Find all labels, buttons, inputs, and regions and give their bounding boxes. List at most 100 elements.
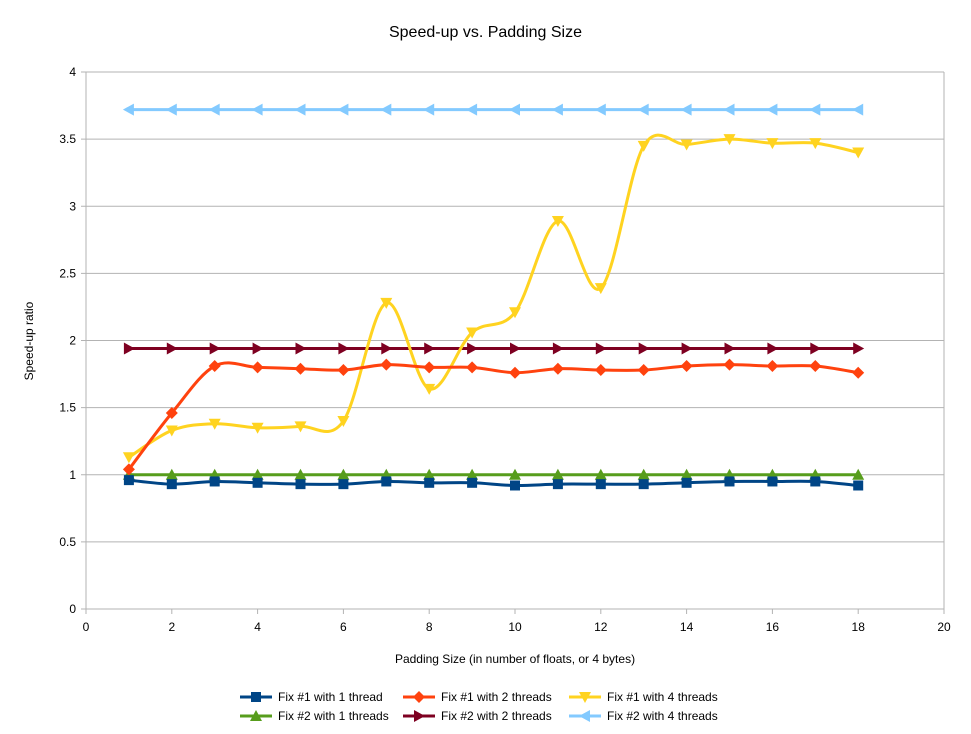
data-point [681, 477, 692, 488]
data-point [166, 479, 177, 490]
data-point [723, 103, 735, 116]
x-tick-label: 20 [937, 620, 951, 634]
data-point [423, 383, 436, 395]
data-point [338, 342, 350, 355]
data-point [381, 342, 393, 355]
data-point [595, 479, 606, 490]
series-line [128, 133, 859, 459]
series-line [128, 478, 859, 488]
legend-label: Fix #1 with 2 threads [441, 690, 552, 704]
legend-label: Fix #2 with 1 threads [278, 709, 389, 723]
x-tick-label: 18 [852, 620, 866, 634]
data-point [209, 342, 221, 355]
chart-title: Speed-up vs. Padding Size [388, 24, 582, 41]
data-point [595, 342, 607, 355]
data-point [809, 360, 822, 373]
data-point [510, 342, 521, 355]
data-point [551, 362, 564, 375]
data-point [165, 425, 178, 437]
data-point [681, 342, 693, 355]
legend-label: Fix #1 with 1 thread [278, 690, 383, 704]
legend-item: Fix #2 with 1 threads [240, 707, 389, 725]
series-3 [122, 133, 865, 464]
data-point [552, 479, 563, 490]
data-point [767, 342, 779, 355]
data-point [166, 342, 178, 355]
data-point [123, 342, 135, 355]
data-point [509, 103, 520, 116]
data-point [251, 103, 263, 116]
data-point [295, 342, 307, 355]
data-point [165, 406, 178, 419]
data-point [852, 366, 865, 379]
legend-marker [579, 692, 591, 703]
data-point [208, 103, 220, 116]
data-point [680, 103, 692, 116]
data-point [380, 297, 393, 309]
data-point [637, 140, 650, 152]
data-point [294, 421, 307, 433]
data-point [637, 468, 650, 480]
series-line [127, 361, 859, 471]
data-point [551, 103, 563, 116]
x-axis-label: Padding Size (in number of floats, or 4 … [394, 652, 636, 666]
legend-swatch [403, 710, 435, 722]
legend-label: Fix #1 with 4 threads [607, 690, 718, 704]
series-4 [122, 468, 865, 480]
legend-swatch [240, 710, 272, 721]
legend-swatch [403, 691, 435, 703]
data-point [165, 103, 177, 116]
data-point [638, 479, 649, 490]
data-point [424, 342, 436, 355]
data-point [295, 479, 306, 490]
data-point [723, 358, 736, 371]
data-point [766, 103, 778, 116]
legend-marker [251, 692, 261, 702]
data-point [252, 477, 263, 488]
data-point [809, 138, 822, 150]
data-point [466, 327, 479, 339]
legend-item: Fix #1 with 2 threads [403, 688, 552, 706]
y-tick-label: 0 [69, 602, 76, 616]
data-point [380, 358, 393, 371]
data-point [509, 307, 521, 319]
legend-label: Fix #2 with 2 threads [441, 709, 552, 723]
legend-marker [413, 691, 425, 703]
data-point [766, 360, 779, 373]
series-1 [123, 475, 864, 491]
data-point [380, 103, 392, 116]
x-tick-label: 2 [168, 620, 175, 634]
data-point [337, 364, 350, 377]
data-point [208, 418, 221, 430]
data-point [852, 468, 865, 480]
data-point [680, 468, 693, 480]
axes [81, 71, 945, 614]
data-point [723, 134, 736, 146]
data-point [467, 477, 478, 488]
series-5 [123, 342, 865, 355]
legend-marker [414, 710, 425, 722]
data-point [338, 479, 349, 490]
x-tick-label: 14 [680, 620, 694, 634]
data-point [466, 468, 479, 480]
data-point [809, 103, 821, 116]
legend-swatch [569, 710, 601, 722]
data-point [810, 342, 822, 355]
data-point [423, 361, 436, 374]
data-point [337, 103, 349, 116]
legend-marker [250, 710, 262, 721]
data-point [594, 283, 607, 295]
legend-swatch [569, 692, 601, 703]
data-point [208, 360, 221, 373]
data-point [680, 139, 693, 151]
data-point [638, 342, 650, 355]
y-axis-label: Speed-up ratio [22, 301, 36, 381]
legend-item: Fix #2 with 4 threads [569, 707, 718, 725]
data-point [381, 476, 392, 487]
tick-labels: 0 0.5 1 1.5 2 2.5 3 3.5 4 0 2 4 6 8 10 12 14 16 18 20 [59, 65, 951, 634]
legend-item: Fix #2 with 2 threads [403, 707, 552, 725]
data-point [251, 468, 264, 480]
data-point [209, 476, 220, 487]
y-tick-label: 2 [69, 334, 76, 348]
data-point [423, 103, 435, 116]
